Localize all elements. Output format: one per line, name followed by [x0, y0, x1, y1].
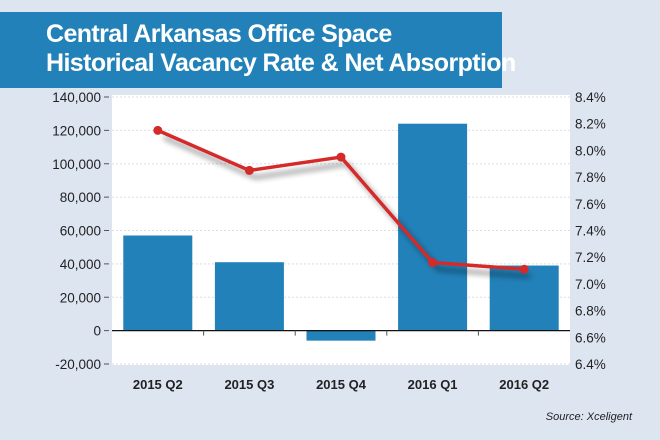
left-tick-label: 140,000	[52, 90, 101, 105]
right-tick-label: 6.8%	[575, 304, 606, 319]
right-tick-label: 6.4%	[575, 357, 606, 372]
vacancy-rate-point	[336, 152, 346, 162]
right-tick-label: 7.4%	[575, 224, 606, 239]
vacancy-rate-point	[153, 125, 163, 135]
title-band	[0, 12, 502, 88]
right-tick-label: 8.0%	[575, 143, 606, 158]
right-tick-label: 7.8%	[575, 170, 606, 185]
bar-2015-q4	[306, 330, 376, 341]
vacancy-rate-point	[244, 165, 254, 175]
left-tick-label: -20,000	[55, 357, 101, 372]
bar-2015-q2	[123, 235, 193, 331]
bar-2016-q2	[489, 265, 559, 331]
right-tick-label: 7.2%	[575, 250, 606, 265]
left-tick-label: 100,000	[52, 157, 101, 172]
right-tick-label: 8.2%	[575, 117, 606, 132]
bar-2016-q1	[398, 123, 468, 331]
left-tick-label: 80,000	[60, 190, 101, 205]
left-tick-label: 0	[93, 324, 101, 339]
chart-title: Central Arkansas Office Space Historical…	[46, 20, 516, 78]
source-note: Source: Xceligent	[545, 411, 632, 423]
x-tick-label: 2016 Q1	[408, 377, 458, 392]
vacancy-rate-point	[519, 264, 529, 274]
right-tick-label: 7.0%	[575, 277, 606, 292]
x-tick-label: 2015 Q4	[316, 377, 367, 392]
x-tick-label: 2015 Q2	[133, 377, 183, 392]
bar-2015-q3	[214, 262, 284, 331]
right-tick-label: 6.6%	[575, 330, 606, 345]
left-tick-label: 120,000	[52, 123, 101, 138]
right-tick-label: 8.4%	[575, 90, 606, 105]
x-tick-label: 2016 Q2	[499, 377, 549, 392]
left-tick-label: 60,000	[60, 224, 101, 239]
right-tick-label: 7.6%	[575, 197, 606, 212]
left-tick-label: 40,000	[60, 257, 101, 272]
x-tick-label: 2015 Q3	[224, 377, 274, 392]
left-tick-label: 20,000	[60, 290, 101, 305]
chart-title-line-2: Historical Vacancy Rate & Net Absorption	[46, 49, 516, 77]
chart-title-line-1: Central Arkansas Office Space	[46, 20, 392, 48]
vacancy-rate-point	[428, 258, 438, 268]
